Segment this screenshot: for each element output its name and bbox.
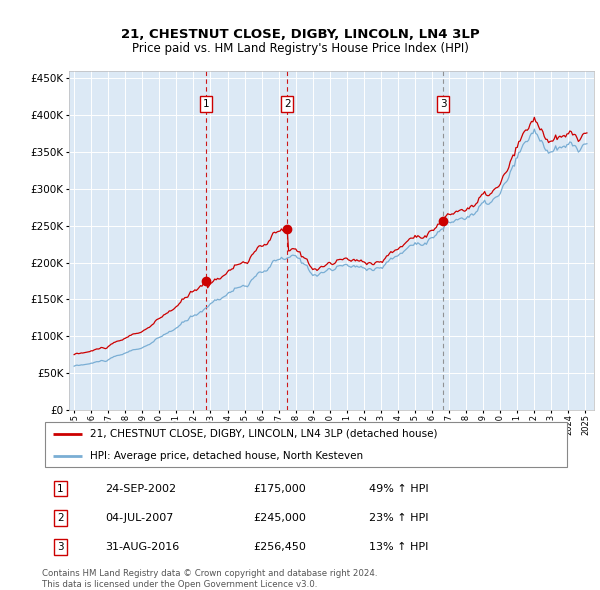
Text: 3: 3	[440, 99, 446, 109]
Text: 1: 1	[203, 99, 209, 109]
Text: 13% ↑ HPI: 13% ↑ HPI	[370, 542, 429, 552]
Text: £245,000: £245,000	[253, 513, 306, 523]
Text: 2: 2	[284, 99, 290, 109]
Text: £256,450: £256,450	[253, 542, 306, 552]
Text: 49% ↑ HPI: 49% ↑ HPI	[370, 484, 429, 493]
Text: 23% ↑ HPI: 23% ↑ HPI	[370, 513, 429, 523]
Text: £175,000: £175,000	[253, 484, 306, 493]
Text: 3: 3	[57, 542, 64, 552]
Text: 24-SEP-2002: 24-SEP-2002	[106, 484, 176, 493]
Text: HPI: Average price, detached house, North Kesteven: HPI: Average price, detached house, Nort…	[89, 451, 362, 461]
Text: 1: 1	[57, 484, 64, 493]
Text: 31-AUG-2016: 31-AUG-2016	[106, 542, 179, 552]
Text: 2: 2	[57, 513, 64, 523]
Text: 21, CHESTNUT CLOSE, DIGBY, LINCOLN, LN4 3LP (detached house): 21, CHESTNUT CLOSE, DIGBY, LINCOLN, LN4 …	[89, 429, 437, 439]
Text: 21, CHESTNUT CLOSE, DIGBY, LINCOLN, LN4 3LP: 21, CHESTNUT CLOSE, DIGBY, LINCOLN, LN4 …	[121, 28, 479, 41]
Text: This data is licensed under the Open Government Licence v3.0.: This data is licensed under the Open Gov…	[42, 579, 317, 589]
FancyBboxPatch shape	[44, 422, 568, 467]
Text: Price paid vs. HM Land Registry's House Price Index (HPI): Price paid vs. HM Land Registry's House …	[131, 42, 469, 55]
Text: 04-JUL-2007: 04-JUL-2007	[106, 513, 174, 523]
Text: Contains HM Land Registry data © Crown copyright and database right 2024.: Contains HM Land Registry data © Crown c…	[42, 569, 377, 578]
